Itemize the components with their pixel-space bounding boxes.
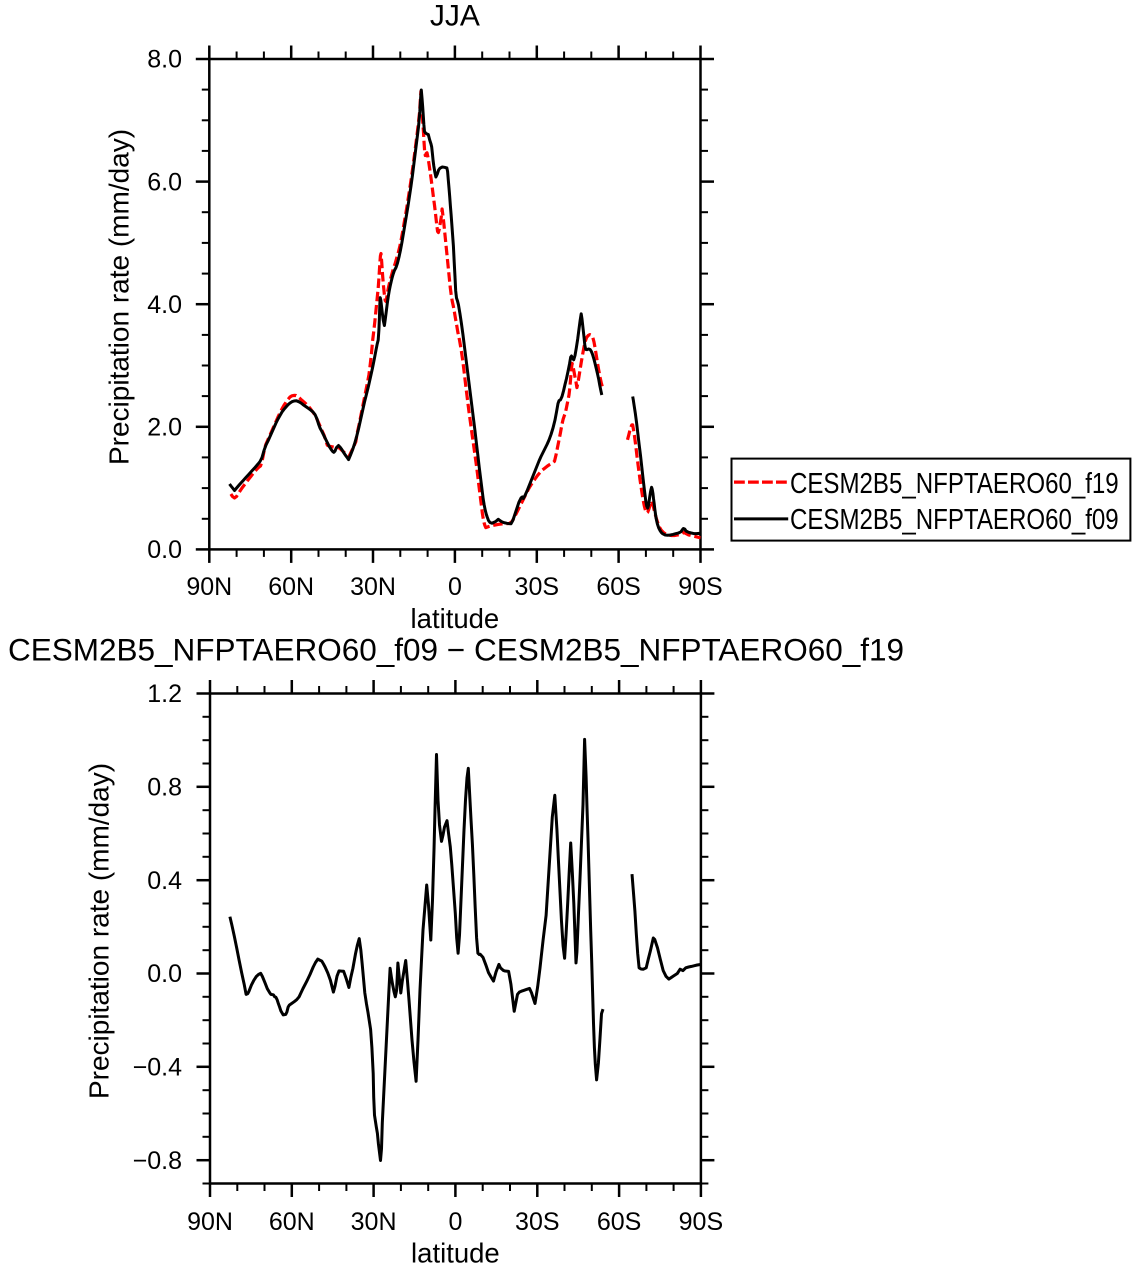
svg-text:90S: 90S <box>678 573 722 601</box>
svg-text:30N: 30N <box>350 573 396 601</box>
svg-text:90S: 90S <box>679 1208 723 1236</box>
svg-text:0.0: 0.0 <box>147 536 182 564</box>
svg-text:Precipitation rate (mm/day): Precipitation rate (mm/day) <box>84 763 115 1099</box>
svg-text:6.0: 6.0 <box>147 168 182 196</box>
svg-text:CESM2B5_NFPTAERO60_f19: CESM2B5_NFPTAERO60_f19 <box>790 467 1119 499</box>
svg-text:8.0: 8.0 <box>147 46 182 74</box>
svg-text:60S: 60S <box>597 1208 641 1236</box>
svg-text:latitude: latitude <box>411 603 500 634</box>
svg-text:−0.4: −0.4 <box>133 1054 182 1082</box>
svg-text:30S: 30S <box>515 1208 559 1236</box>
svg-text:0.4: 0.4 <box>147 867 182 895</box>
svg-text:latitude: latitude <box>411 1238 500 1268</box>
svg-text:30S: 30S <box>515 573 559 601</box>
svg-text:0.0: 0.0 <box>147 960 182 988</box>
svg-text:0: 0 <box>448 1208 462 1236</box>
svg-text:0.8: 0.8 <box>147 774 182 802</box>
svg-text:−0.8: −0.8 <box>133 1147 182 1175</box>
svg-text:90N: 90N <box>187 1208 233 1236</box>
svg-text:CESM2B5_NFPTAERO60_f09 − CESM2: CESM2B5_NFPTAERO60_f09 − CESM2B5_NFPTAER… <box>8 632 904 668</box>
svg-text:90N: 90N <box>186 573 232 601</box>
svg-text:0: 0 <box>448 573 462 601</box>
svg-text:60S: 60S <box>596 573 640 601</box>
svg-text:2.0: 2.0 <box>147 414 182 442</box>
svg-text:60N: 60N <box>269 1208 315 1236</box>
svg-text:30N: 30N <box>351 1208 397 1236</box>
svg-text:JJA: JJA <box>430 0 480 33</box>
svg-text:60N: 60N <box>268 573 314 601</box>
svg-text:Precipitation rate (mm/day): Precipitation rate (mm/day) <box>104 129 135 465</box>
svg-text:4.0: 4.0 <box>147 291 182 319</box>
svg-text:1.2: 1.2 <box>147 680 182 708</box>
svg-text:CESM2B5_NFPTAERO60_f09: CESM2B5_NFPTAERO60_f09 <box>790 503 1119 535</box>
